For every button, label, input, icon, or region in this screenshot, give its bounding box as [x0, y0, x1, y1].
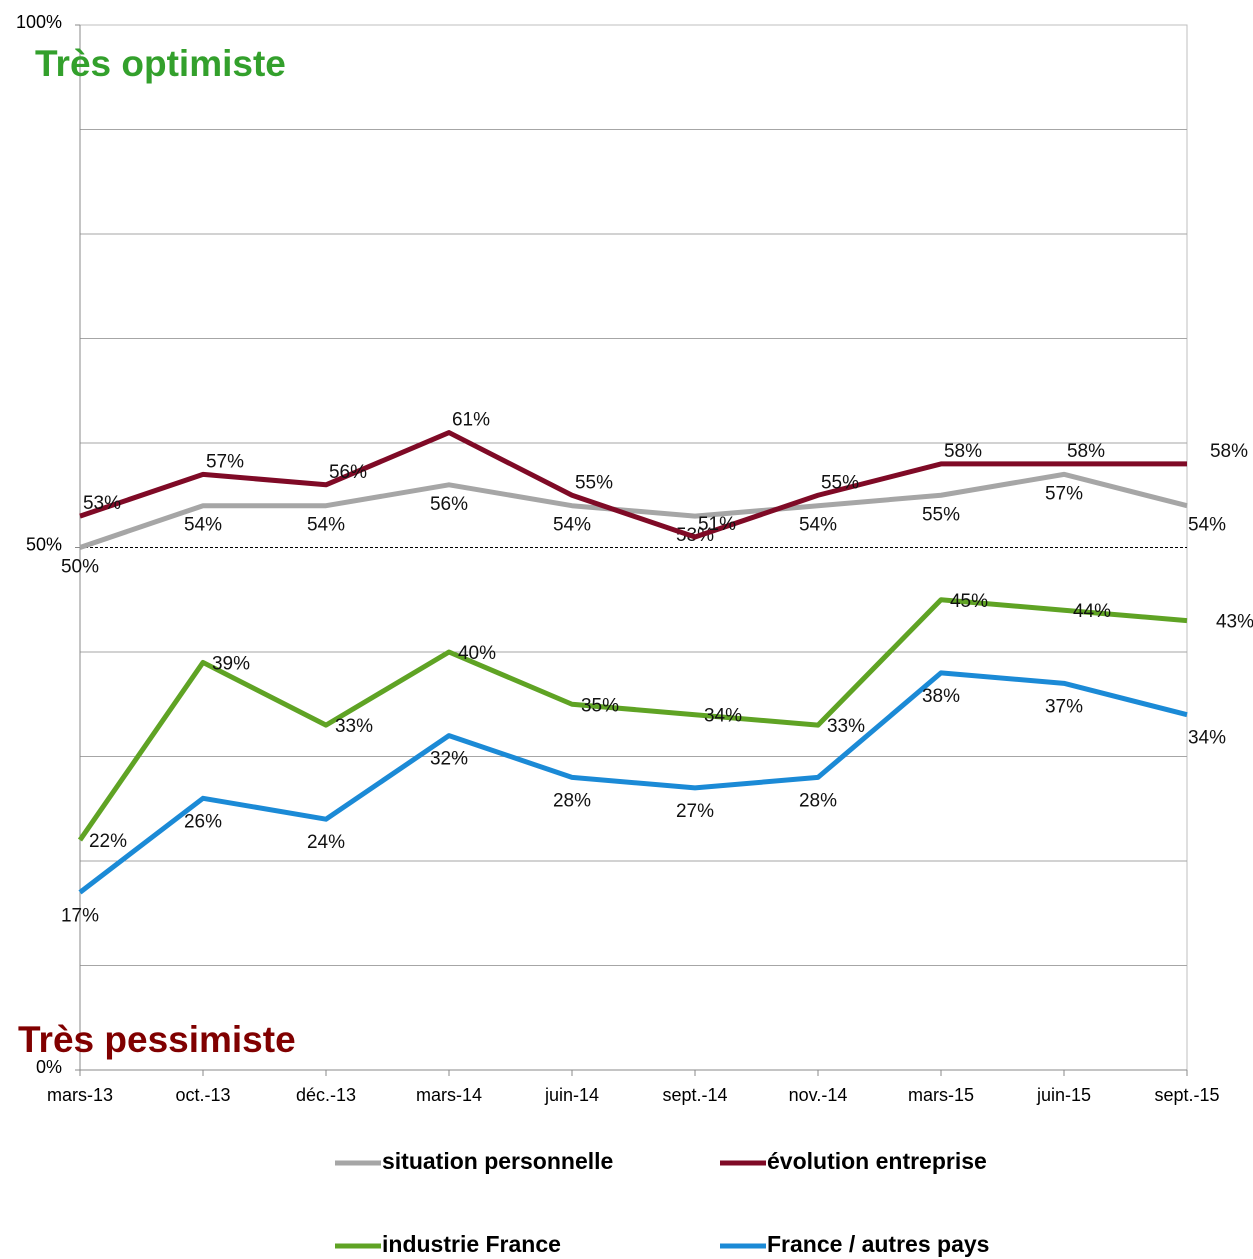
data-label: 57% — [206, 451, 244, 472]
x-tick-label: juin-14 — [544, 1085, 599, 1105]
x-tick-label: nov.-14 — [789, 1085, 848, 1105]
data-label: 58% — [1067, 441, 1105, 462]
data-label: 28% — [553, 790, 591, 811]
data-label: 34% — [1188, 728, 1226, 749]
data-label: 28% — [799, 790, 837, 811]
legend-label: situation personnelle — [382, 1148, 613, 1174]
data-label: 51% — [698, 514, 736, 535]
annotation: Très optimiste — [35, 43, 286, 84]
data-label: 54% — [1188, 515, 1226, 536]
x-tick-label: oct.-13 — [175, 1085, 230, 1105]
data-label: 37% — [1045, 696, 1083, 717]
data-label: 50% — [61, 557, 99, 578]
data-label: 17% — [61, 905, 99, 926]
data-label: 32% — [430, 749, 468, 770]
annotation: Très pessimiste — [18, 1019, 296, 1060]
data-label: 33% — [827, 716, 865, 737]
data-label: 54% — [553, 515, 591, 536]
x-tick-label: mars-15 — [908, 1085, 974, 1105]
x-tick-label: sept.-15 — [1154, 1085, 1219, 1105]
x-tick-label: juin-15 — [1036, 1085, 1091, 1105]
data-label: 55% — [922, 504, 960, 525]
data-label: 24% — [307, 832, 345, 853]
series-line — [77, 597, 1188, 842]
series-line — [79, 430, 1187, 540]
data-label: 27% — [676, 801, 714, 822]
data-label: 22% — [89, 831, 127, 852]
data-label: 54% — [307, 515, 345, 536]
data-label: 33% — [335, 716, 373, 737]
data-label: 45% — [950, 591, 988, 612]
data-label: 58% — [1210, 441, 1248, 462]
data-label: 57% — [1045, 483, 1083, 504]
y-tick-label: 0% — [36, 1057, 62, 1077]
y-tick-label: 100% — [16, 12, 62, 32]
data-label: 35% — [581, 695, 619, 716]
data-label: 44% — [1073, 601, 1111, 622]
x-tick-label: sept.-14 — [662, 1085, 727, 1105]
legend-label: industrie France — [382, 1231, 561, 1257]
data-label: 54% — [184, 515, 222, 536]
y-tick-label: 50% — [26, 534, 62, 554]
data-label: 55% — [575, 472, 613, 493]
x-tick-label: mars-14 — [416, 1085, 482, 1105]
series-line — [79, 471, 1188, 550]
data-label: 39% — [212, 653, 250, 674]
data-label: 56% — [329, 462, 367, 483]
data-label: 53% — [83, 493, 121, 514]
data-label: 26% — [184, 811, 222, 832]
data-label: 38% — [922, 686, 960, 707]
data-label: 54% — [799, 515, 837, 536]
data-label: 58% — [944, 441, 982, 462]
legend-label: France / autres pays — [767, 1231, 989, 1257]
data-label: 43% — [1216, 612, 1253, 633]
x-tick-label: déc.-13 — [296, 1085, 356, 1105]
data-label: 40% — [458, 643, 496, 664]
data-label: 61% — [452, 410, 490, 431]
x-tick-label: mars-13 — [47, 1085, 113, 1105]
legend-label: évolution entreprise — [767, 1148, 987, 1174]
data-label: 34% — [704, 706, 742, 727]
data-label: 55% — [821, 472, 859, 493]
series-line — [78, 670, 1188, 895]
data-label: 56% — [430, 494, 468, 515]
